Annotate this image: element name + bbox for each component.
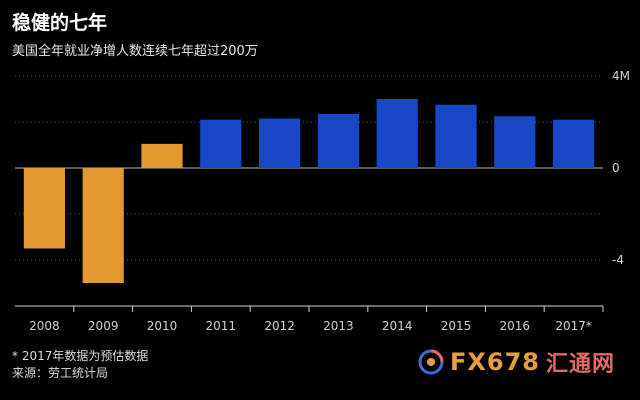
bar-2011 (200, 119, 242, 168)
x-tick-label: 2012 (264, 319, 295, 333)
x-tick-label: 2010 (147, 319, 178, 333)
y-tick-label: -4 (612, 253, 624, 267)
axes: 4M 0 -4 2008 2009 2010 2011 2012 2013 2014 2015 201… (15, 69, 630, 333)
bar-2014 (376, 99, 418, 168)
bar-2008 (23, 168, 65, 249)
bar-2010 (141, 143, 183, 168)
x-tick-label: 2011 (206, 319, 237, 333)
chart-subtitle: 美国全年就业净增人数连续七年超过200万 (12, 44, 258, 59)
source-note: 来源：劳工统计局 (12, 366, 109, 380)
x-tick-label: 2008 (29, 319, 60, 333)
watermark: FX678 汇通网 (418, 346, 615, 378)
bar-2015 (435, 104, 477, 168)
bar-2016 (494, 116, 536, 168)
bar-2012 (259, 118, 301, 168)
watermark-brand: FX678 (450, 348, 540, 376)
chart-title: 稳健的七年 (12, 12, 108, 34)
x-tick-label: 2015 (441, 319, 472, 333)
watermark-chinese: 汇通网 (546, 352, 616, 377)
bar-2009 (82, 168, 124, 283)
x-tick-label: 2009 (88, 319, 119, 333)
fx678-logo-icon (418, 349, 444, 375)
y-tick-label: 4M (612, 69, 630, 83)
estimate-note: * 2017年数据为预估数据 (12, 349, 149, 363)
bar-2017 (553, 119, 595, 168)
x-tick-label: 2014 (382, 319, 413, 333)
footnotes: * 2017年数据为预估数据 来源：劳工统计局 (12, 348, 148, 382)
y-tick-label: 0 (612, 161, 620, 175)
x-tick-label: 2013 (323, 319, 354, 333)
bar-2013 (317, 113, 359, 168)
x-tick-label: 2016 (500, 319, 531, 333)
x-tick-label: 2017* (555, 319, 592, 333)
bars (23, 99, 595, 283)
